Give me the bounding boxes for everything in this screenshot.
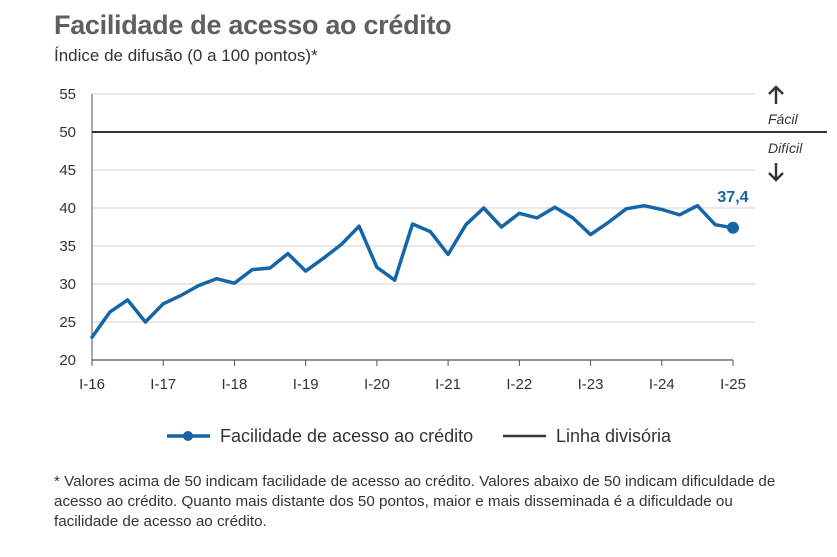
series-group: 37,4 <box>90 189 749 339</box>
legend-label-divider: Linha divisória <box>556 426 672 446</box>
x-tick-label: I-20 <box>364 376 390 393</box>
chart-subtitle: Índice de difusão (0 a 100 pontos)* <box>54 46 318 65</box>
arrow-down-icon <box>768 163 784 182</box>
y-tick-label: 55 <box>59 86 76 103</box>
side-annotations: Fácil Difícil <box>768 85 803 182</box>
x-tick-label: I-21 <box>435 376 461 393</box>
x-tick-label: I-22 <box>506 376 532 393</box>
legend: Facilidade de acesso ao crédito Linha di… <box>167 426 672 446</box>
region-label-easy: Fácil <box>768 111 798 127</box>
x-axis: I-16 I-17 I-18 I-19 I-20 I-21 I-22 I-23 I-24 I-25 <box>79 359 746 393</box>
legend-item-series: Facilidade de acesso ao crédito <box>167 426 473 446</box>
x-tick-label: I-18 <box>222 376 248 393</box>
last-value-label: 37,4 <box>717 189 748 206</box>
x-tick-label: I-24 <box>649 376 675 393</box>
x-tick-label: I-25 <box>720 376 746 393</box>
legend-label-series: Facilidade de acesso ao crédito <box>220 426 473 446</box>
arrow-up-icon <box>768 85 784 104</box>
series-line-credit-access <box>90 203 735 339</box>
gridlines <box>91 93 755 360</box>
line-chart: 20 25 30 35 40 45 50 55 I-16 I-17 I-18 I-19 I-20 I-2… <box>59 85 827 446</box>
last-point-marker <box>727 221 739 234</box>
x-tick-label: I-19 <box>293 376 319 393</box>
y-tick-label: 35 <box>59 238 76 255</box>
y-tick-label: 40 <box>59 200 76 217</box>
y-tick-label: 50 <box>59 124 76 141</box>
x-tick-label: I-16 <box>79 376 105 393</box>
y-axis-ticks: 20 25 30 35 40 45 50 55 <box>59 86 76 369</box>
y-tick-label: 20 <box>59 352 76 369</box>
region-label-hard: Difícil <box>768 140 803 156</box>
y-tick-label: 45 <box>59 162 76 179</box>
legend-item-divider: Linha divisória <box>503 426 672 446</box>
chart-title: Facilidade de acesso ao crédito <box>54 10 452 40</box>
x-tick-label: I-17 <box>150 376 176 393</box>
x-tick-label: I-23 <box>578 376 604 393</box>
legend-marker-series <box>183 431 193 441</box>
footnote: * Valores acima de 50 indicam facilidade… <box>54 473 776 530</box>
y-tick-label: 30 <box>59 276 76 293</box>
y-tick-label: 25 <box>59 314 76 331</box>
